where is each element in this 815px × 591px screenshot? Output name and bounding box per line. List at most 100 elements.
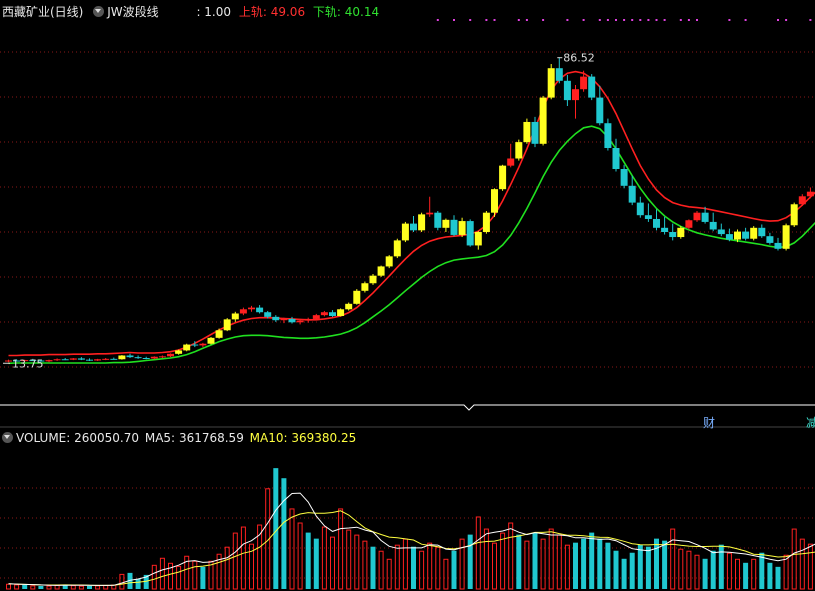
candle [774, 237, 782, 251]
candle [750, 226, 758, 241]
candle-body [175, 350, 183, 354]
volume-bar [240, 526, 246, 590]
candle-body [401, 223, 409, 241]
candle-body [458, 221, 466, 235]
candle [150, 356, 158, 360]
candle-body [215, 330, 223, 338]
volume-header: VOLUME: 260050.70 MA5: 361768.59 MA10: 3… [2, 431, 356, 445]
candle-body [183, 344, 191, 351]
volume-bar [799, 538, 805, 590]
candle-body [588, 76, 596, 98]
candle [102, 358, 110, 361]
candle [175, 349, 183, 355]
candle [596, 85, 604, 126]
volume-bar [402, 538, 408, 590]
candle-body [434, 212, 442, 228]
chevron-down-icon[interactable] [93, 6, 105, 17]
volume-bar [451, 550, 457, 589]
candle-body [725, 234, 733, 240]
candle [199, 342, 207, 348]
candle [523, 118, 531, 144]
reduce-tab[interactable]: 减 [806, 416, 815, 430]
candle-body [734, 231, 741, 240]
volume-bar [54, 584, 60, 590]
signal-dot [777, 19, 779, 21]
candle [604, 118, 612, 151]
volume-bar [22, 584, 28, 589]
volume-bar [686, 550, 692, 590]
candle-body [304, 318, 312, 321]
volume-bar [78, 585, 84, 590]
candle-body [312, 315, 320, 319]
candle [256, 305, 264, 314]
candle-body [418, 214, 426, 231]
candle [45, 359, 53, 363]
candle [337, 308, 345, 317]
candle [167, 353, 174, 358]
candle [434, 211, 442, 231]
volume-bar [524, 540, 530, 590]
candle-body [45, 360, 53, 362]
candle-body [248, 307, 255, 310]
candle-body [555, 68, 563, 81]
candle-body [239, 309, 247, 314]
volume-bar [14, 584, 20, 590]
volume-bar [30, 585, 36, 590]
volume-bar [135, 578, 141, 589]
volume-bar [346, 529, 352, 590]
signal-dot [453, 19, 455, 21]
volume-bar [597, 538, 603, 589]
candle-body [345, 303, 353, 310]
ma10-label: MA10: [249, 431, 288, 445]
candle-body [644, 215, 652, 219]
chevron-down-icon[interactable] [2, 432, 13, 443]
candle-body [264, 312, 272, 317]
candle-body [86, 359, 93, 361]
lower-band-line [8, 125, 815, 365]
signal-dots [436, 19, 812, 21]
volume-bar [411, 546, 416, 589]
volume-bar [151, 564, 157, 590]
candle-body [110, 358, 118, 360]
volume-bar [224, 546, 230, 590]
candle [580, 70, 588, 92]
candle [701, 206, 709, 224]
candle [725, 228, 733, 242]
volume-bar [751, 558, 757, 590]
candle [636, 196, 644, 218]
volume-bar [176, 565, 182, 590]
volume-bar [718, 544, 724, 589]
candle [572, 85, 579, 119]
volume-bar [629, 552, 635, 589]
candle [296, 318, 304, 325]
candle-body [450, 219, 458, 235]
volume-bar [95, 585, 101, 590]
candle [766, 232, 774, 245]
candle [158, 355, 166, 358]
candle-body [410, 223, 417, 231]
candle-body [653, 218, 660, 228]
candle [264, 310, 272, 319]
volume-bar [492, 542, 497, 590]
volume-bar [70, 585, 76, 590]
candle [426, 196, 434, 217]
candle-body [150, 356, 158, 359]
candle [377, 265, 385, 277]
indicator-name[interactable]: JW波段线 [107, 5, 159, 19]
ma10-value: 369380.25 [291, 431, 357, 445]
finance-tab[interactable]: 财 [703, 416, 716, 430]
volume-bar [556, 534, 562, 590]
volume-bar [775, 566, 781, 589]
candle-body [750, 227, 758, 239]
candle [499, 164, 507, 191]
candle [734, 229, 741, 243]
candle-body [126, 355, 134, 358]
volume-bar [46, 585, 52, 590]
candle [304, 317, 312, 323]
signal-dot [582, 19, 585, 21]
candle [507, 143, 515, 168]
candle-body [288, 318, 296, 323]
volume-bar [370, 546, 376, 589]
candle-body [491, 189, 498, 213]
candle-body [693, 212, 701, 221]
